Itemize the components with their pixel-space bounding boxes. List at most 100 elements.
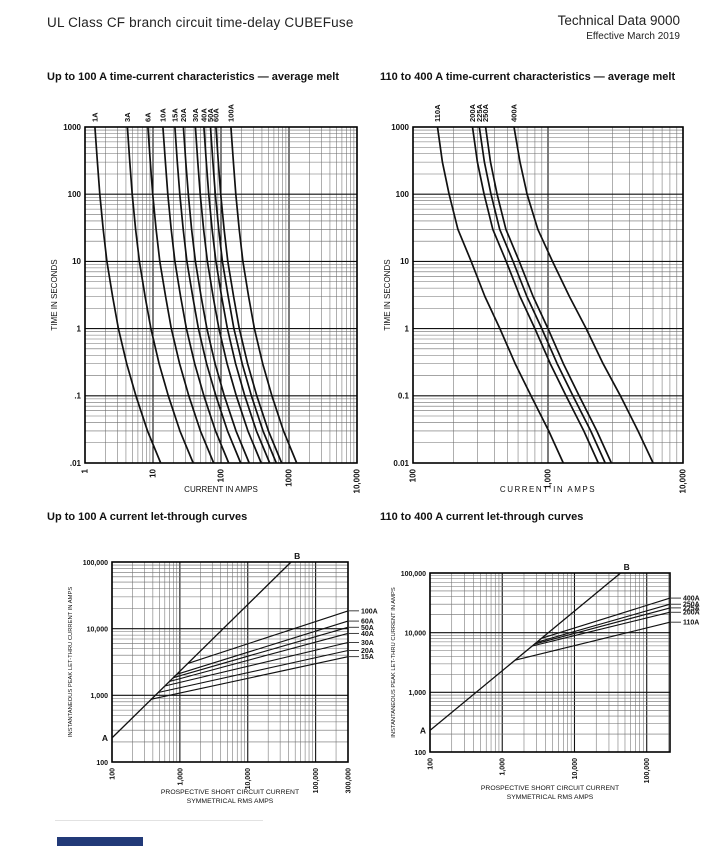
y-tick-label: 100,000: [83, 560, 108, 567]
series-label-225A: 225A: [683, 605, 700, 612]
series-curve-200A: [471, 126, 600, 464]
chart-title-letthrough-large: 110 to 400 A current let-through curves: [380, 511, 584, 523]
y-tick-label: 10,000: [87, 626, 109, 633]
x-tick-label: 100: [217, 468, 226, 482]
series-curve-60A: [215, 126, 283, 464]
x-axis-title: CURRENT IN AMPS: [500, 485, 596, 494]
series-curve-250A: [536, 603, 671, 643]
series-label-30A: 30A: [361, 640, 374, 647]
point-label-B: B: [624, 562, 630, 572]
x-tick-label: 100: [428, 758, 435, 770]
x-tick-label: 100,000: [644, 758, 651, 783]
series-label-50A: 50A: [361, 625, 374, 632]
x-tick-label: 1: [81, 468, 90, 473]
series-curve-50A: [173, 626, 349, 679]
series-curve-225A: [534, 607, 671, 645]
series-label-100A: 100A: [226, 103, 235, 122]
x-tick-label: 1,000: [500, 758, 507, 776]
series-curve-20A: [158, 649, 349, 694]
y-tick-label: 1,000: [90, 693, 108, 700]
chart-title-tcc-small: Up to 100 A time-current characteristics…: [47, 71, 340, 83]
series-label-400A: 400A: [510, 103, 519, 122]
series-curve-1A: [94, 126, 162, 464]
x-tick-label: 300,000: [346, 768, 353, 793]
series-curve-20A: [182, 126, 250, 464]
series-label-15A: 15A: [170, 108, 179, 122]
y-tick-label: 10: [400, 257, 409, 266]
series-curve-110A: [436, 126, 565, 464]
x-tick-label: 100: [409, 468, 418, 482]
x-axis-title: SYMMETRICAL RMS AMPS: [187, 798, 274, 805]
x-tick-label: 1000: [285, 468, 294, 486]
y-tick-label: .01: [70, 459, 82, 468]
series-label-40A: 40A: [199, 108, 208, 122]
y-tick-label: 10,000: [405, 630, 427, 637]
x-tick-label: 100,000: [313, 768, 320, 793]
series-label-15A: 15A: [361, 654, 374, 661]
point-label-B: B: [294, 551, 300, 561]
series-curve-3A: [126, 126, 194, 464]
point-label-A: A: [102, 733, 108, 743]
doc-number: Technical Data 9000: [557, 13, 680, 28]
series-curve-30A: [164, 641, 349, 687]
series-label-225A: 225A: [475, 103, 484, 122]
x-tick-label: 10,000: [353, 468, 362, 493]
effective-date: Effective March 2019: [586, 31, 680, 42]
series-label-200A: 200A: [683, 610, 700, 617]
y-tick-label: 100: [68, 190, 82, 199]
y-tick-label: 100: [396, 190, 410, 199]
x-tick-label: 10: [149, 468, 158, 477]
x-axis-title: PROSPECTIVE SHORT CIRCUIT CURRENT: [481, 785, 619, 792]
series-curve-250A: [484, 126, 613, 464]
series-curve-400A: [541, 597, 671, 639]
x-axis-title: SYMMETRICAL RMS AMPS: [507, 794, 594, 801]
y-tick-label: 1: [405, 324, 410, 333]
diagonal-line-AB: [111, 561, 292, 739]
plot-border: [429, 572, 671, 753]
y-tick-label: 1000: [63, 123, 81, 132]
series-curve-15A: [151, 656, 349, 700]
series-label-40A: 40A: [361, 631, 374, 638]
point-label-A: A: [420, 725, 426, 735]
series-label-110A: 110A: [433, 104, 442, 122]
x-axis-title: CURRENT IN AMPS: [184, 485, 258, 494]
series-label-20A: 20A: [179, 108, 188, 122]
plot-border: [412, 126, 684, 464]
series-curve-50A: [209, 126, 278, 464]
x-tick-label: 10,000: [245, 768, 252, 790]
series-label-3A: 3A: [123, 112, 132, 122]
series-label-20A: 20A: [361, 648, 374, 655]
series-label-200A: 200A: [468, 103, 477, 122]
series-label-1A: 1A: [90, 112, 99, 122]
y-tick-label: 1,000: [408, 690, 426, 697]
diagonal-line-AB: [429, 572, 622, 731]
series-curve-225A: [478, 126, 606, 464]
series-label-400A: 400A: [683, 596, 700, 603]
footer-divider: [55, 820, 263, 821]
series-label-250A: 250A: [683, 602, 700, 609]
series-curve-100A: [187, 610, 349, 665]
page-title: UL Class CF branch circuit time-delay CU…: [47, 15, 354, 30]
y-tick-label: 0.01: [393, 459, 409, 468]
x-tick-label: 1,000: [177, 768, 184, 786]
y-tick-label: 100,000: [401, 571, 426, 578]
series-curve-200A: [532, 611, 671, 647]
series-label-30A: 30A: [191, 108, 200, 122]
y-axis-title: INSTANTANEOUS PEAK LET-THRU CURRENT IN A…: [391, 587, 397, 738]
series-label-60A: 60A: [211, 108, 220, 122]
y-tick-label: 0.1: [398, 392, 410, 401]
series-curve-400A: [513, 126, 654, 464]
series-label-60A: 60A: [361, 619, 374, 626]
y-tick-label: 100: [414, 750, 426, 757]
series-curve-60A: [176, 620, 349, 675]
series-label-50A: 50A: [206, 108, 215, 122]
series-curve-30A: [194, 126, 262, 464]
series-curve-10A: [162, 126, 230, 464]
chart-title-letthrough-small: Up to 100 A current let-through curves: [47, 511, 248, 523]
y-axis-title: TIME IN SECONDS: [383, 259, 392, 330]
